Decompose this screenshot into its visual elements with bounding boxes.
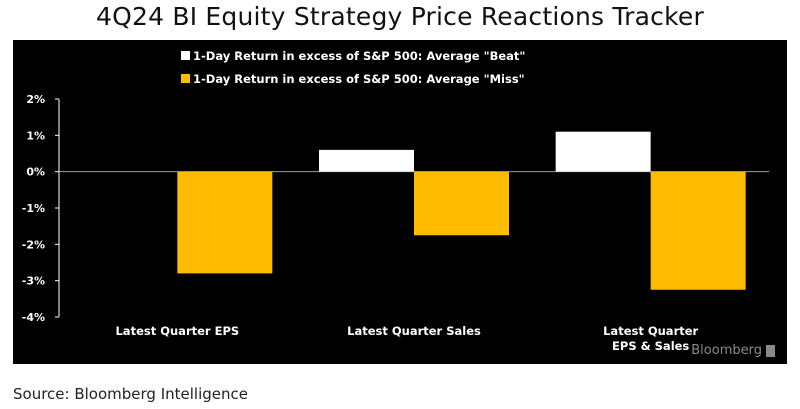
source-note: Source: Bloomberg Intelligence (13, 385, 248, 403)
chart-svg: 2% 1% 0% -1% -2% -3% -4% Latest Quarter EPS Late… (22, 93, 769, 353)
bar-miss (650, 171, 746, 290)
y-tick-label: 1% (26, 129, 45, 142)
y-tick-label: -2% (22, 238, 45, 251)
bar-beat (555, 131, 651, 172)
legend-swatch-beat (181, 51, 190, 60)
y-tick-label: 0% (26, 166, 45, 179)
bloomberg-terminal-icon (766, 344, 775, 357)
legend-label-miss: 1-Day Return in excess of S&P 500: Avera… (193, 71, 525, 86)
y-tick-label: 2% (26, 93, 45, 106)
bloomberg-logo: Bloomberg (691, 343, 775, 358)
bar-beat (319, 149, 414, 172)
chart-legend: 1-Day Return in excess of S&P 500: Avera… (181, 44, 525, 90)
x-tick-label: Latest Quarter EPS (115, 324, 239, 338)
legend-item-beat: 1-Day Return in excess of S&P 500: Avera… (181, 44, 525, 67)
legend-swatch-miss (181, 74, 190, 83)
x-tick-label: Latest Quarter Sales (347, 324, 481, 338)
legend-item-miss: 1-Day Return in excess of S&P 500: Avera… (181, 67, 525, 90)
bar-miss (414, 171, 509, 236)
brand-text: Bloomberg (691, 343, 762, 358)
y-tick-label: -4% (22, 311, 45, 324)
y-tick-label: -3% (22, 275, 45, 288)
chart-title: 4Q24 BI Equity Strategy Price Reactions … (96, 2, 704, 31)
legend-label-beat: 1-Day Return in excess of S&P 500: Avera… (193, 48, 526, 63)
y-tick-label: -1% (22, 202, 45, 215)
chart-panel: 2% 1% 0% -1% -2% -3% -4% Latest Quarter EPS Late… (13, 40, 787, 364)
x-tick-label: Latest Quarter EPS & Sales (603, 324, 698, 353)
bar-miss (177, 171, 273, 274)
